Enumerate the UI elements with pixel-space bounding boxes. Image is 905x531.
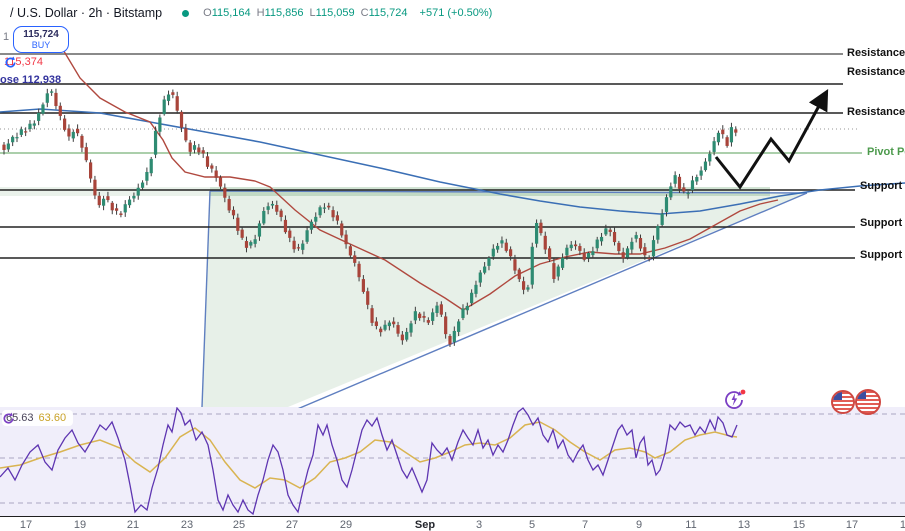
date-label: 19 [899,519,905,531]
flag-canton [833,392,842,400]
date-label: 25 [232,519,246,531]
price-alert: 115,374 [4,56,43,68]
date-label: 21 [126,519,140,531]
projection-arrow [714,89,829,190]
date-label: 17 [845,519,859,531]
level-label[interactable]: Support (S [860,180,905,192]
date-label: 13 [737,519,751,531]
date-label: 27 [285,519,299,531]
market-status-dot [182,9,190,17]
date-label: Sep [414,519,436,531]
time-axis-separator [0,516,905,517]
level-label[interactable]: Resistance (R [847,66,905,78]
rsi-sync-icon[interactable] [2,412,15,425]
rsi-pane[interactable] [0,407,905,516]
symbol-legend: / U.S. Dollar · 2h · Bitstamp O115,164 H1… [10,5,492,21]
date-label: 11 [685,519,697,531]
us-flag-event-icon[interactable] [831,390,855,414]
price-chart-pane[interactable] [0,0,905,408]
level-label[interactable]: Resistance (R [847,47,905,59]
trade-quantity[interactable]: 1 [3,31,10,43]
date-label: 15 [792,519,806,531]
ohlc-values: O115,164 H115,856 L115,059 C115,724 [203,7,408,19]
close-line-label: ose 112,938 [0,74,62,86]
rsi-signal-line [0,421,738,489]
triangle-pattern-fill [202,191,807,407]
buy-price: 115,724 [23,28,59,40]
date-label: 29 [339,519,353,531]
level-label[interactable]: Resistance (R [847,106,905,118]
rsi-legend: 65.63 63.60 [2,410,74,426]
change-value: +571 (+0.50%) [419,7,493,19]
date-label: 19 [73,519,87,531]
triangle-pattern-edge [209,190,808,194]
date-label: 3 [475,519,483,531]
symbol-title[interactable]: / U.S. Dollar · 2h · Bitstamp [10,6,163,20]
ma-fast-line [61,47,779,311]
level-label[interactable]: Support (S [860,217,905,229]
buy-button[interactable]: 115,724 BUY [13,26,69,53]
us-flag-event-icon[interactable] [855,389,881,415]
rsi-line [0,407,738,516]
date-label: 5 [528,519,536,531]
rsi-indicator-plot[interactable] [0,407,905,516]
triangle-pattern-edge [298,192,808,408]
flash-refresh-icon[interactable] [721,387,747,413]
rsi-signal-value: 63.60 [38,412,67,424]
level-label[interactable]: Pivot Poin [867,146,905,158]
date-label: 9 [635,519,643,531]
date-label: 17 [19,519,33,531]
date-label: 23 [180,519,194,531]
candles [2,88,738,347]
rsi-value: 65.63 [6,412,34,424]
alert-sync-icon[interactable] [4,56,17,69]
flag-canton [857,391,866,399]
date-label: 7 [581,519,589,531]
buy-label: BUY [31,39,51,50]
level-label[interactable]: Support (S [860,249,905,261]
